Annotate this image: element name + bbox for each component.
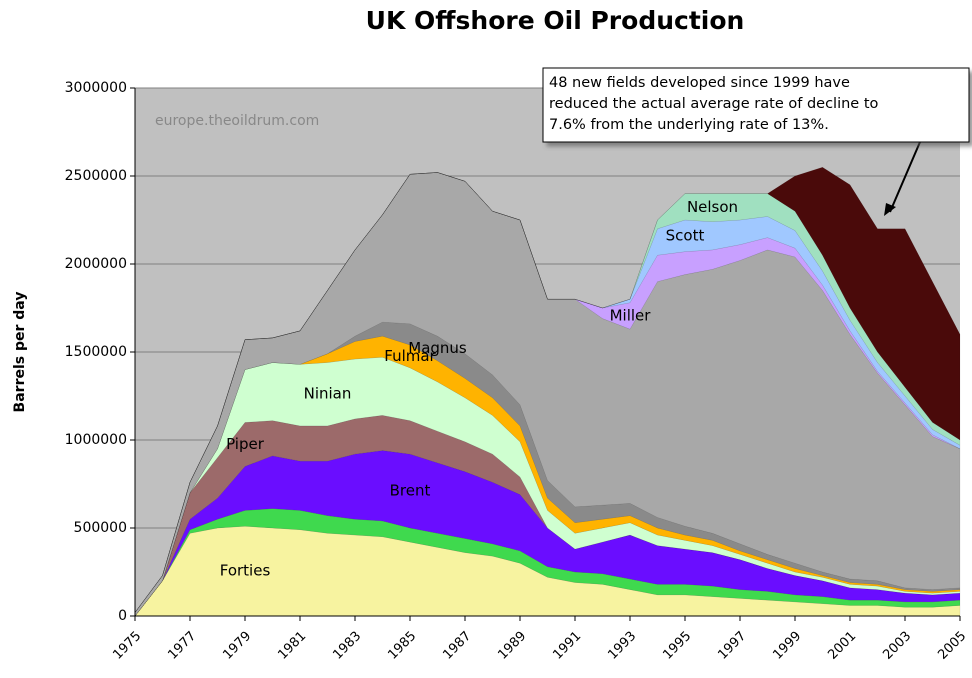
annotation-line: 48 new fields developed since 1999 have <box>549 75 850 91</box>
arrow-head <box>884 203 896 216</box>
watermark: europe.theoildrum.com <box>155 113 319 129</box>
x-tick-label: 1993 <box>605 629 639 663</box>
y-tick-label: 0 <box>118 608 127 624</box>
annotation-box <box>542 67 970 143</box>
area-label: Scott <box>666 226 705 244</box>
y-tick-label: 3000000 <box>65 80 127 96</box>
x-tick-label: 1981 <box>275 629 309 663</box>
x-tick-label: 2005 <box>935 629 969 663</box>
area-label: Nelson <box>687 198 738 216</box>
area-label: Piper <box>226 435 265 453</box>
area <box>134 172 961 617</box>
axes: 0 500000 1000000 1500000 2000000 2500000 30000… <box>65 80 970 663</box>
annotation-line: 7.6% from the underlying rate of 13%. <box>549 117 829 133</box>
x-tick-label: 1985 <box>385 629 419 663</box>
area-label: Miller <box>610 306 652 324</box>
area <box>134 166 961 613</box>
x-tick-label: 2003 <box>880 629 914 663</box>
y-tick-label: 2500000 <box>65 168 127 184</box>
annotation-arrow <box>889 141 921 213</box>
area <box>134 321 961 617</box>
area-label: Magnus <box>408 339 467 357</box>
x-tick-label: 1999 <box>770 629 804 663</box>
area <box>134 357 961 617</box>
x-tick-label: 1977 <box>165 629 199 663</box>
x-tick-label: 1987 <box>440 629 474 663</box>
x-tick-label: 1975 <box>110 629 144 663</box>
x-tick-label: 1991 <box>550 629 584 663</box>
x-tick-label: 1989 <box>495 629 529 663</box>
y-tick-label: 500000 <box>74 520 127 536</box>
x-tick-label: 1979 <box>220 629 254 663</box>
x-tick-label: 1995 <box>660 629 694 663</box>
chart-title: UK Offshore Oil Production <box>366 6 745 35</box>
area-label: Brent <box>390 482 431 500</box>
y-tick-label: 2000000 <box>65 256 127 272</box>
x-tick-label: 1983 <box>330 629 364 663</box>
x-tick-label: 1997 <box>715 629 749 663</box>
area-label: Forties <box>220 562 271 580</box>
y-axis-label: Barrels per day <box>12 292 28 413</box>
area <box>134 450 961 617</box>
areas <box>134 166 961 617</box>
area <box>134 172 961 613</box>
x-tick-label: 2001 <box>825 629 859 663</box>
area-label: Fulmar <box>384 347 436 365</box>
area-label: Ninian <box>304 385 352 403</box>
y-tick-label: 1000000 <box>65 432 127 448</box>
annotation-line: reduced the actual average rate of decli… <box>549 96 879 112</box>
y-tick-label: 1500000 <box>65 344 127 360</box>
area <box>134 172 961 613</box>
